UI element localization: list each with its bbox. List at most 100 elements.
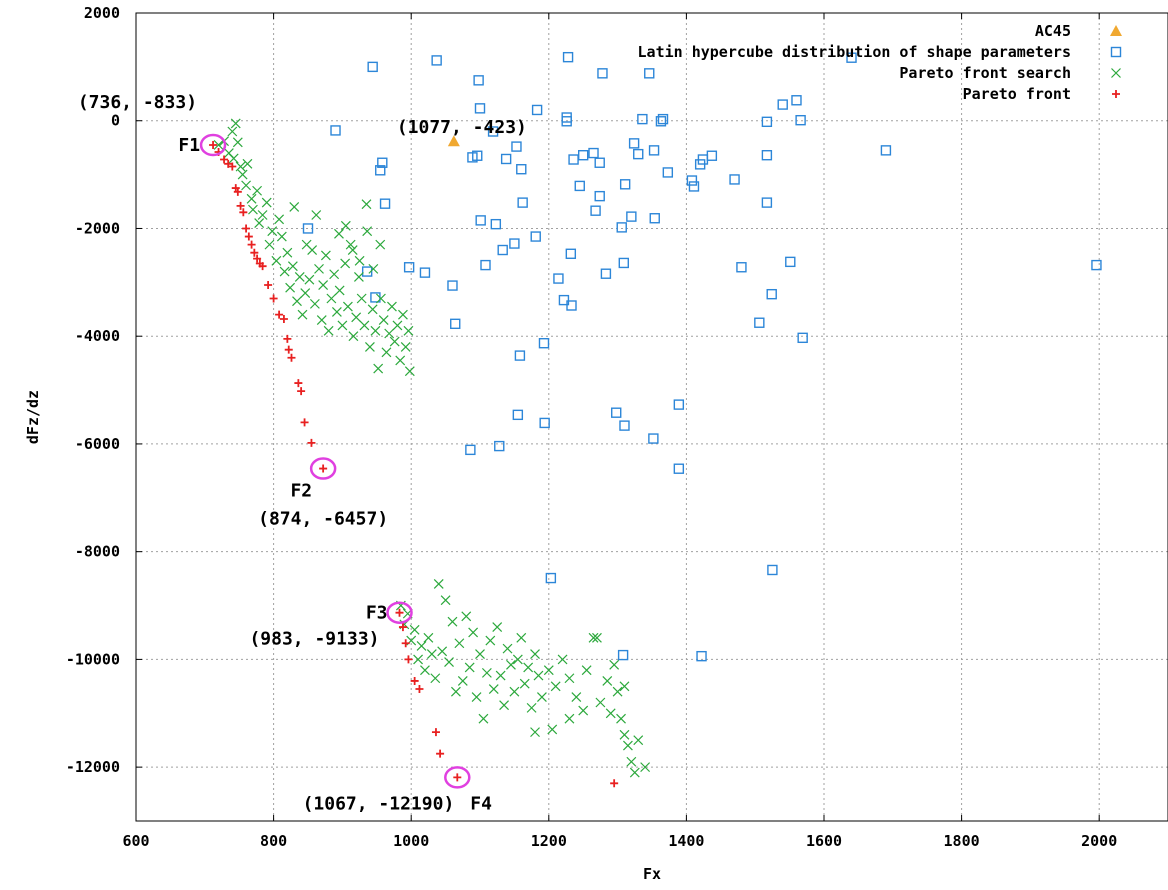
data-point: [426, 649, 437, 659]
data-point: [409, 624, 420, 635]
data-point: [492, 622, 503, 633]
x-tick-label: 1800: [944, 832, 980, 850]
point-label: F4: [470, 793, 492, 814]
data-point: [602, 676, 613, 686]
data-point: [326, 293, 337, 304]
data-point: [633, 735, 644, 746]
data-point: [539, 417, 550, 429]
y-tick-label: -6000: [75, 435, 120, 453]
data-point: [578, 705, 589, 716]
data-point: [398, 623, 407, 632]
data-point: [440, 595, 451, 606]
data-point: [574, 180, 585, 192]
data-point: [364, 342, 375, 352]
data-point: [628, 138, 640, 149]
data-point: [590, 205, 601, 216]
data-point: [488, 684, 499, 694]
ac45-coords-label: (1077, -423): [397, 117, 527, 138]
y-tick-label: -8000: [75, 543, 120, 561]
data-point: [279, 266, 290, 277]
data-point: [512, 409, 524, 421]
data-point: [846, 52, 857, 63]
x-tick-label: 600: [122, 832, 149, 850]
data-point: [351, 312, 362, 323]
legend-marker: [1110, 25, 1122, 36]
data-point: [274, 214, 285, 225]
data-point: [565, 248, 577, 259]
data-point: [239, 208, 248, 217]
data-point: [562, 51, 574, 63]
data-point: [453, 773, 462, 782]
y-axis-label: dFz/dz: [24, 390, 42, 444]
point-coords-label: (1067, -12190): [303, 793, 455, 814]
annotations: F1 (736, -833) F2 (874, -6457) F3 (983, -9133…: [78, 92, 527, 814]
data-point: [761, 197, 773, 208]
data-point: [430, 673, 441, 684]
data-point: [334, 285, 345, 296]
data-point: [307, 438, 316, 447]
data-point: [334, 228, 344, 239]
data-point: [475, 215, 486, 226]
data-point: [594, 157, 605, 168]
data-point: [232, 137, 243, 148]
data-point: [279, 314, 288, 323]
point-coords-label: (983, -9133): [249, 629, 379, 650]
data-point: [487, 126, 499, 137]
data-point: [454, 638, 465, 649]
data-point: [605, 708, 616, 719]
data-point: [649, 213, 660, 224]
data-point: [227, 126, 238, 137]
data-point: [447, 135, 460, 147]
data-point: [384, 328, 395, 339]
data-point: [619, 179, 631, 190]
data-point: [480, 259, 491, 271]
y-tick-label: 2000: [84, 4, 120, 22]
data-point: [588, 147, 599, 159]
data-point: [761, 150, 773, 161]
data-point: [236, 201, 245, 210]
data-point: [300, 288, 311, 299]
data-point: [437, 646, 448, 657]
y-tick-label: -10000: [66, 650, 120, 668]
legend-label: AC45: [1035, 22, 1071, 40]
point-coords-label: (736, -833): [78, 92, 197, 113]
data-point: [644, 68, 655, 79]
data-point: [340, 258, 351, 269]
data-point: [457, 676, 468, 686]
data-point: [387, 301, 397, 312]
data-point: [610, 779, 619, 788]
legend-marker: [1112, 90, 1120, 98]
data-point: [530, 649, 540, 659]
data-point: [626, 756, 637, 767]
data-point: [526, 702, 537, 713]
data-point: [474, 103, 486, 114]
data-point: [209, 140, 218, 149]
series-open-square: [302, 51, 1102, 662]
data-point: [516, 164, 527, 175]
data-point: [419, 267, 431, 278]
data-point: [370, 325, 381, 336]
data-point: [395, 608, 404, 617]
data-point: [538, 338, 550, 349]
data-point: [597, 68, 608, 79]
data-point: [228, 153, 239, 164]
data-point: [616, 713, 626, 724]
data-point: [258, 262, 267, 271]
data-point: [696, 650, 707, 662]
data-point: [545, 572, 557, 584]
data-point: [392, 320, 403, 331]
data-series: [209, 51, 1102, 788]
data-point: [294, 272, 305, 282]
data-point: [561, 116, 572, 127]
data-point: [378, 315, 389, 325]
data-point: [302, 223, 314, 234]
data-point: [509, 238, 520, 249]
data-point: [242, 224, 251, 233]
data-point: [609, 659, 620, 670]
data-point: [381, 347, 392, 358]
data-point: [400, 342, 411, 352]
highlight-circle: [444, 766, 471, 789]
data-point: [307, 245, 318, 255]
data-point: [506, 659, 516, 670]
